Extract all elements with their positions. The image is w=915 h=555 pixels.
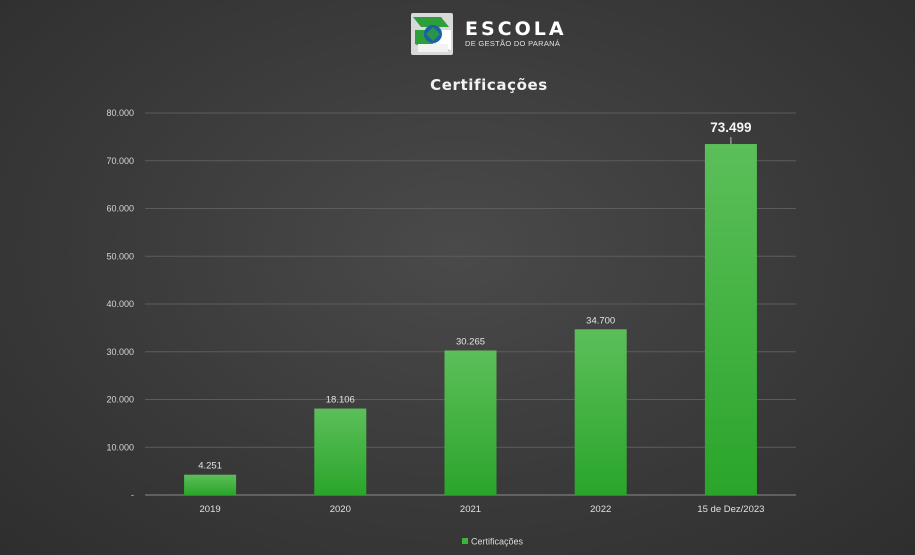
logo-subtitle: DE GESTÃO DO PARANÁ — [465, 39, 560, 48]
bar — [704, 144, 757, 495]
x-tick-label: 2019 — [200, 504, 221, 515]
x-tick-label: 15 de Dez/2023 — [697, 504, 764, 515]
x-tick-label: 2022 — [590, 504, 611, 515]
y-tick-label: 30.000 — [106, 347, 134, 357]
bar — [574, 329, 627, 495]
logo-wordmark: ESCOLA — [465, 18, 567, 40]
y-tick-label: 50.000 — [106, 251, 134, 261]
y-tick-label: 20.000 — [106, 395, 134, 405]
bars — [184, 144, 757, 495]
legend-label: Certificações — [471, 537, 524, 547]
escola-logo: ESCOLA DE GESTÃO DO PARANÁ — [411, 13, 567, 55]
bar — [314, 408, 367, 495]
y-tick-label: 40.000 — [106, 299, 134, 309]
chart-title: Certificações — [430, 76, 548, 94]
y-tick-label: 10.000 — [106, 442, 134, 452]
bar — [184, 474, 237, 495]
x-axis-tick-labels: 2019 2020 2021 2022 15 de Dez/2023 — [200, 504, 765, 515]
data-label: 18.106 — [326, 395, 355, 406]
y-tick-label: 60.000 — [106, 204, 134, 214]
data-label: 34.700 — [586, 315, 615, 326]
y-tick-label: 70.000 — [106, 156, 134, 166]
escola-logo-icon — [411, 13, 453, 55]
data-label: 73.499 — [710, 120, 751, 135]
y-tick-label: - — [131, 490, 134, 500]
y-axis-tick-labels: - 10.000 20.000 30.000 40.000 50.000 60.000 70.… — [106, 108, 134, 500]
legend: Certificações — [462, 537, 524, 547]
x-tick-label: 2020 — [330, 504, 351, 515]
legend-swatch — [462, 538, 468, 544]
y-tick-label: 80.000 — [106, 108, 134, 118]
data-label: 4.251 — [198, 461, 222, 472]
data-labels: 4.251 18.106 30.265 34.700 73.499 — [198, 120, 751, 472]
bar — [444, 350, 497, 495]
data-label: 30.265 — [456, 336, 485, 347]
x-tick-label: 2021 — [460, 504, 481, 515]
